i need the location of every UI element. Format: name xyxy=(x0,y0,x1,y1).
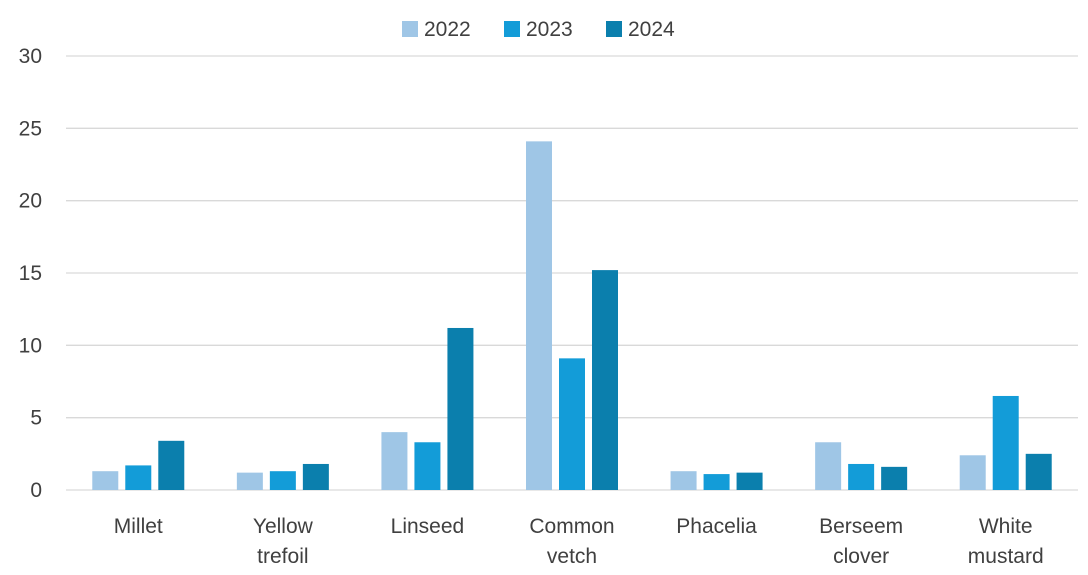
x-tick-label: Berseem clover xyxy=(819,515,903,568)
legend-label: 2022 xyxy=(424,18,471,41)
legend-item: 2024 xyxy=(606,18,675,41)
y-tick-label: 0 xyxy=(30,479,42,502)
x-tick-label: Common vetch xyxy=(529,515,614,568)
gridlines xyxy=(66,55,1078,491)
bar-2023 xyxy=(848,463,875,490)
legend-item: 2023 xyxy=(504,18,573,41)
bar-2024 xyxy=(158,440,185,490)
y-tick-label: 25 xyxy=(19,117,42,140)
bars xyxy=(92,141,1052,490)
legend-label: 2024 xyxy=(628,18,675,41)
y-tick-label: 20 xyxy=(19,190,42,213)
bar-2024 xyxy=(302,463,329,490)
bar-2024 xyxy=(447,327,474,490)
bar-2022 xyxy=(815,442,842,490)
x-axis-ticks: Millet Yellow trefoil Linseed Common vetch Pha… xyxy=(114,515,1044,568)
x-tick-label: Linseed xyxy=(391,515,465,538)
y-tick-label: 15 xyxy=(19,262,42,285)
y-axis-ticks: 0 5 10 15 20 25 30 xyxy=(19,45,42,502)
bar-2023 xyxy=(703,474,730,490)
x-tick-label: Yellow trefoil xyxy=(253,515,314,568)
legend-swatch xyxy=(402,21,418,37)
bar-2022 xyxy=(236,472,263,490)
bar-2024 xyxy=(592,270,618,490)
bar-2022 xyxy=(526,141,552,490)
y-tick-label: 5 xyxy=(30,407,42,430)
bar-2022 xyxy=(959,455,986,490)
legend-item: 2022 xyxy=(402,18,471,41)
x-tick-label: Millet xyxy=(114,515,163,538)
legend-swatch xyxy=(606,21,622,37)
bar-2022 xyxy=(381,432,408,490)
bar-2022 xyxy=(92,471,119,490)
bar-2024 xyxy=(736,472,763,490)
y-tick-label: 10 xyxy=(19,334,42,357)
x-tick-label: White mustard xyxy=(968,515,1044,568)
bar-2024 xyxy=(1025,453,1052,490)
bar-2022 xyxy=(670,471,697,490)
bar-2023 xyxy=(559,358,585,490)
x-tick-label: Phacelia xyxy=(676,515,757,538)
bar-2023 xyxy=(269,471,296,490)
legend-label: 2023 xyxy=(526,18,573,41)
legend: 2022 2023 2024 xyxy=(402,18,675,41)
bar-2023 xyxy=(414,442,441,490)
bar-2024 xyxy=(881,466,908,490)
y-tick-label: 30 xyxy=(19,45,42,68)
legend-swatch xyxy=(504,21,520,37)
bar-2023 xyxy=(125,465,152,490)
bar-2023 xyxy=(992,395,1019,490)
